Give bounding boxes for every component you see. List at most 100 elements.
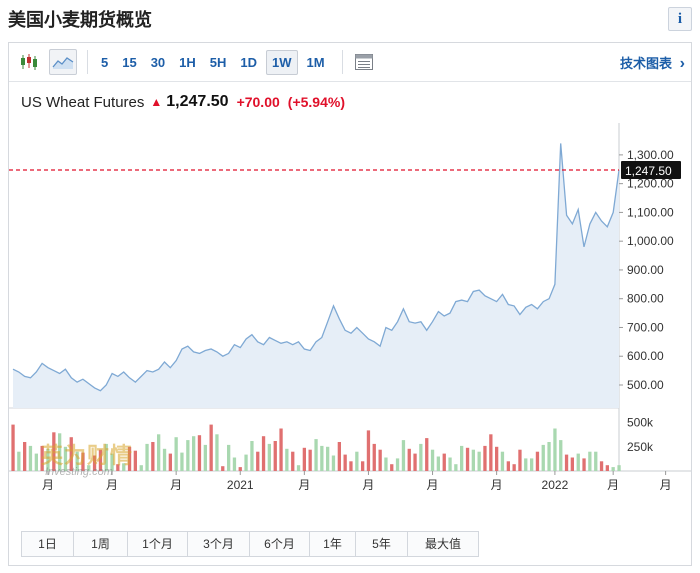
volume-bar [98,449,103,471]
interval-1m-button[interactable]: 1M [306,54,325,70]
volume-bar [477,451,481,471]
volume-bar [530,458,534,471]
x-tick-label: 月 [106,478,118,492]
volume-bar [279,428,283,471]
chart-widget: 5 15 30 1H 5H 1D 1W 1M 技术图表 › US Wheat Futures … [8,42,692,566]
toolbar-divider [87,50,88,74]
interval-15-button[interactable]: 15 [122,54,137,70]
volume-bar [110,453,114,471]
volume-bar [611,467,615,471]
volume-bar [238,467,242,471]
volume-bar [343,454,347,471]
volume-bar [390,464,394,471]
volume-bar [17,451,21,471]
chart-toolbar: 5 15 30 1H 5H 1D 1W 1M 技术图表 › [9,43,691,82]
volume-bar [75,451,79,471]
volume-bar [291,451,295,471]
volume-bar [588,451,592,471]
volume-bar [203,444,207,471]
volume-bar [63,446,68,471]
range-button-1[interactable]: 1周 [74,532,128,556]
volume-bar [465,447,470,471]
volume-bar [209,424,213,471]
technical-chart-link[interactable]: 技术图表 › [620,53,685,73]
volume-bar [267,443,271,471]
volume-bar [337,442,341,471]
volume-bar [355,451,359,471]
volume-bar [186,440,190,471]
volume-bar [489,434,493,471]
interval-30-button[interactable]: 30 [150,54,166,70]
volume-bar [157,434,161,471]
y-tick-label: 900.00 [627,263,664,277]
volume-bar [407,448,411,471]
interval-5h-button[interactable]: 5H [209,54,227,70]
volume-bar [174,437,178,471]
range-button-6[interactable]: 5年 [356,532,408,556]
volume-bar [87,465,91,471]
y-tick-label: 1,000.00 [627,234,674,248]
volume-bar [11,424,15,471]
x-tick-label: 2022 [542,478,569,492]
volume-bar [454,464,458,471]
volume-bar [471,449,475,471]
volume-bar [460,445,464,471]
volume-tick-label: 500k [627,416,654,430]
volume-bar [535,451,540,471]
area-chart-icon[interactable] [49,49,77,75]
volume-bar [180,452,184,471]
y-tick-label: 600.00 [627,349,664,363]
x-tick-label: 月 [362,478,374,492]
x-tick-label: 月 [170,478,182,492]
interval-1d-button[interactable]: 1D [240,54,258,70]
volume-bar [34,453,38,471]
range-button-7[interactable]: 最大值 [408,532,478,556]
volume-bar [541,444,545,471]
volume-bar [81,452,85,471]
range-button-4[interactable]: 6个月 [250,532,310,556]
volume-bar [23,442,27,471]
range-button-0[interactable]: 1日 [22,532,74,556]
volume-bar [192,436,196,471]
volume-bar [256,451,260,471]
volume-bar [302,447,306,471]
x-tick-label: 2021 [227,478,254,492]
candlestick-icon[interactable] [16,50,42,74]
volume-bar [559,440,563,471]
volume-bar [308,449,312,471]
volume-bar [384,457,388,471]
volume-bar [547,442,551,471]
volume-bar [273,441,277,471]
volume-bar [483,445,487,471]
price-chart[interactable]: 500.00 600.00 700.00 800.00 900.00 1,000.00 1,… [9,43,691,523]
volume-bar [92,455,97,471]
volume-bar [564,454,569,471]
volume-bar [419,443,423,471]
volume-bar [349,461,353,471]
instrument-name: US Wheat Futures [21,93,145,111]
interval-1h-button[interactable]: 1H [179,54,196,70]
volume-bar [215,434,219,471]
x-tick-label: 月 [660,478,672,492]
y-tick-label: 500.00 [627,378,664,392]
range-button-5[interactable]: 1年 [310,532,356,556]
interval-5-button[interactable]: 5 [101,54,109,70]
interval-group: 5 15 30 1H 5H 1D 1W 1M [94,49,332,75]
watermark-cn: 英为财情 [41,443,134,468]
info-button[interactable]: i [668,7,692,31]
volume-bar [40,445,44,471]
range-button-3[interactable]: 3个月 [188,532,250,556]
range-button-2[interactable]: 1个月 [128,532,188,556]
table-icon[interactable] [351,50,377,74]
volume-bar [425,438,429,471]
watermark-logo: 英为财情 Investing.com [41,438,133,478]
y-tick-label: 1,200.00 [627,177,674,191]
x-tick-label: 月 [607,478,619,492]
volume-bar [366,430,371,471]
volume-bar [518,449,522,471]
volume-bar [320,445,324,471]
price-area [13,143,619,408]
volume-bar [250,441,254,471]
interval-1w-button[interactable]: 1W [266,49,298,75]
x-tick-label: 月 [298,478,310,492]
